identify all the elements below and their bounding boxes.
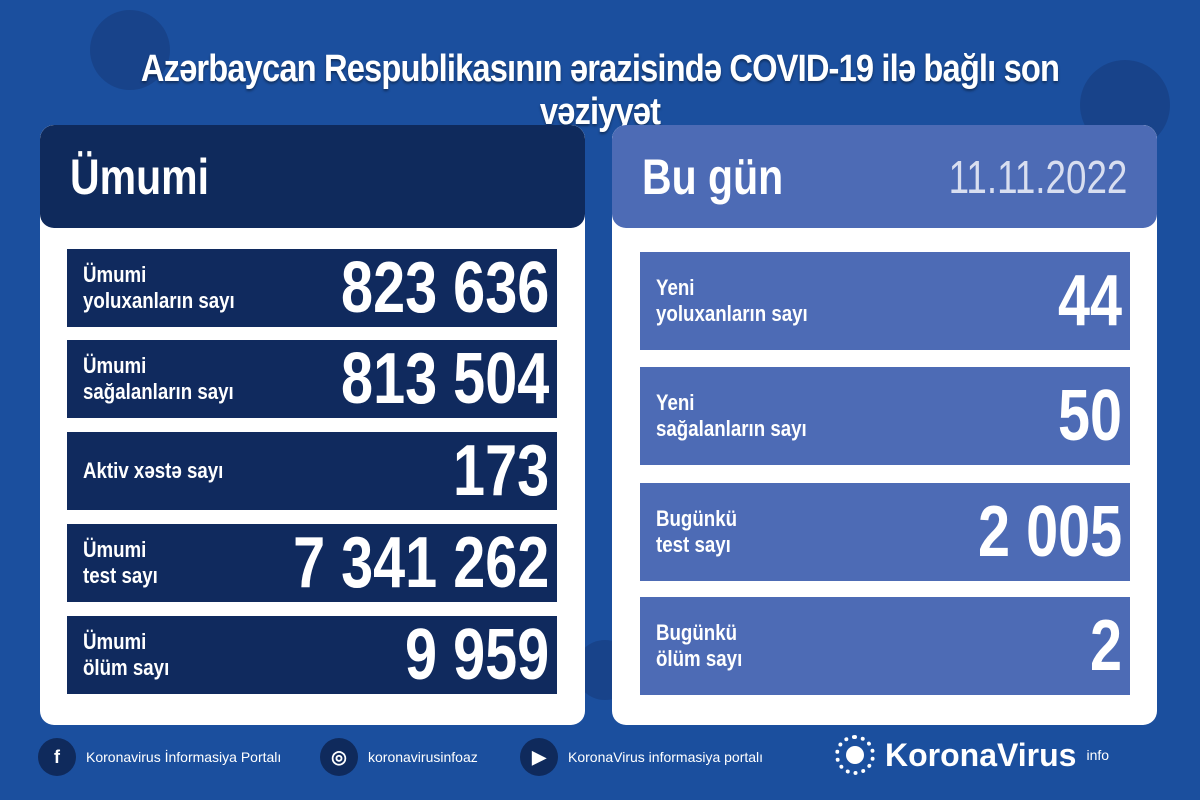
row-value: 2 005 <box>977 492 1122 572</box>
row-value: 2 <box>1089 606 1122 686</box>
row-value: 823 636 <box>340 248 549 328</box>
total-row: Ümumi yoluxanların sayı 823 636 <box>67 248 557 328</box>
brand-logo: KoronaVirus info <box>835 735 1109 775</box>
row-value: 50 <box>1057 376 1122 456</box>
row-label: Yeni yoluxanların sayı <box>656 275 808 326</box>
brand-name: KoronaVirus <box>885 736 1077 773</box>
row-label: Ümumi sağalanların sayı <box>83 353 234 404</box>
sun-icon <box>835 735 875 775</box>
facebook-icon: f <box>38 738 76 776</box>
today-row: Yeni yoluxanların sayı 44 <box>640 252 1130 350</box>
today-row: Bugünkü test sayı 2 005 <box>640 483 1130 581</box>
total-row: Ümumi sağalanların sayı 813 504 <box>67 339 557 419</box>
instagram-icon: ◎ <box>320 738 358 776</box>
row-value: 9 959 <box>404 615 549 695</box>
total-row: Ümumi ölüm sayı 9 959 <box>67 615 557 695</box>
row-label: Aktiv xəstə sayı <box>83 458 224 483</box>
today-row: Yeni sağalanların sayı 50 <box>640 367 1130 465</box>
row-value: 44 <box>1057 261 1122 341</box>
row-label: Bugünkü test sayı <box>656 506 738 557</box>
youtube-label: KoronaVirus informasiya portalı <box>568 749 764 765</box>
total-row: Aktiv xəstə sayı 173 <box>67 431 557 511</box>
row-value: 7 341 262 <box>292 523 549 603</box>
facebook-label: Koronavirus İnformasiya Portalı <box>86 749 282 765</box>
total-heading: Ümumi <box>70 148 209 205</box>
youtube-icon: ▶ <box>520 738 558 776</box>
row-label: Bugünkü ölüm sayı <box>656 620 743 671</box>
page-title: Azərbaycan Respublikasının ərazisində CO… <box>140 48 1060 133</box>
facebook-link[interactable]: f Koronavirus İnformasiya Portalı <box>38 738 281 776</box>
row-label: Ümumi test sayı <box>83 537 158 588</box>
today-heading: Bu gün <box>642 148 784 205</box>
virus-decoration <box>90 10 170 90</box>
row-value: 813 504 <box>340 339 549 419</box>
youtube-link[interactable]: ▶ KoronaVirus informasiya portalı <box>520 738 763 776</box>
instagram-label: koronavirusinfoaz <box>368 749 478 765</box>
total-card: Ümumi Ümumi yoluxanların sayı 823 636 Ümu… <box>40 125 585 725</box>
row-label: Ümumi ölüm sayı <box>83 629 170 680</box>
brand-sup: info <box>1086 747 1110 763</box>
total-header: Ümumi <box>40 125 585 228</box>
row-label: Yeni sağalanların sayı <box>656 390 807 441</box>
today-header: Bu gün 11.11.2022 <box>612 125 1157 228</box>
date: 11.11.2022 <box>948 150 1127 203</box>
total-row: Ümumi test sayı 7 341 262 <box>67 523 557 603</box>
row-value: 173 <box>452 431 549 511</box>
today-card: Bu gün 11.11.2022 Yeni yoluxanların sayı 4… <box>612 125 1157 725</box>
today-row: Bugünkü ölüm sayı 2 <box>640 597 1130 695</box>
row-label: Ümumi yoluxanların sayı <box>83 262 235 313</box>
instagram-link[interactable]: ◎ koronavirusinfoaz <box>320 738 478 776</box>
